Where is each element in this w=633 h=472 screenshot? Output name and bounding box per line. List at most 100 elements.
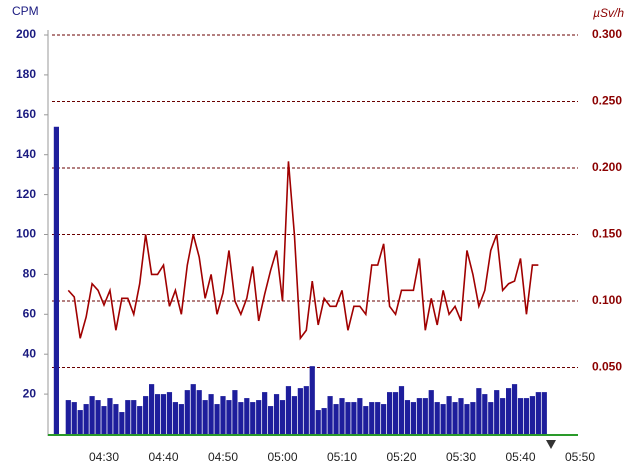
bar (506, 388, 512, 434)
bar (357, 398, 363, 434)
y-tick-label: 80 (23, 267, 37, 281)
x-tick-label: 05:40 (505, 450, 535, 464)
bar (166, 392, 173, 434)
bar (494, 390, 500, 434)
bar (178, 404, 184, 434)
bar (333, 404, 339, 434)
y-tick-label: 20 (23, 386, 37, 400)
bar (434, 402, 440, 434)
bar (541, 392, 547, 434)
bar (446, 396, 452, 434)
bar (125, 400, 131, 434)
bar (149, 384, 155, 434)
bar (511, 384, 518, 434)
bar (476, 388, 482, 434)
bar (214, 404, 220, 434)
bar (464, 404, 470, 434)
bar (208, 394, 214, 434)
y-tick-label: 120 (16, 187, 36, 201)
bar (375, 402, 381, 434)
bar (89, 396, 95, 434)
bar (470, 402, 476, 434)
y2-tick-label: 0.050 (592, 360, 622, 374)
bar (297, 388, 303, 434)
bar (131, 400, 137, 434)
bar (53, 126, 59, 435)
bar (458, 398, 464, 434)
bar (398, 386, 405, 434)
y-tick-label: 60 (23, 306, 37, 320)
y-tick-label: 40 (23, 346, 37, 360)
bar (428, 390, 434, 434)
bar (291, 396, 297, 434)
bar (190, 384, 196, 434)
bar (404, 400, 411, 434)
bar (500, 398, 506, 434)
bar (410, 402, 416, 434)
bar (226, 400, 232, 434)
bar (327, 396, 333, 434)
bar (143, 396, 149, 434)
x-tick-label: 04:40 (148, 450, 178, 464)
bar (65, 400, 71, 434)
y2-tick-label: 0.200 (592, 160, 622, 174)
bar (315, 410, 321, 434)
bar (113, 404, 119, 434)
bar (256, 400, 262, 434)
bar (71, 402, 77, 434)
y2-tick-label: 0.100 (592, 293, 622, 307)
bar (523, 398, 530, 434)
bar (119, 412, 125, 434)
y2-tick-label: 0.300 (592, 27, 622, 41)
bar (279, 400, 286, 434)
bar (172, 402, 178, 434)
bar (285, 386, 292, 434)
bar (345, 402, 351, 434)
y-axis-label: CPM (12, 4, 39, 18)
bar (535, 392, 541, 434)
bar (95, 400, 101, 434)
bar (137, 406, 143, 434)
bar (309, 366, 315, 434)
bar (303, 386, 309, 434)
bar (160, 394, 167, 434)
bar (202, 400, 208, 434)
bar (220, 396, 226, 434)
bar (154, 394, 161, 434)
bar (369, 402, 375, 434)
bar (268, 406, 274, 434)
x-tick-label: 05:20 (386, 450, 416, 464)
bar (363, 406, 369, 434)
y2-tick-label: 0.150 (592, 227, 622, 241)
bar (381, 404, 387, 434)
bar (273, 394, 280, 434)
y-tick-label: 180 (16, 67, 36, 81)
bar (232, 390, 238, 434)
bar (440, 404, 446, 434)
bar (101, 406, 107, 434)
x-tick-label: 04:30 (89, 450, 119, 464)
bar (244, 398, 250, 434)
y-tick-label: 140 (16, 147, 36, 161)
bar (392, 392, 399, 434)
x-tick-label: 05:10 (327, 450, 357, 464)
x-tick-label: 05:00 (267, 450, 297, 464)
bar (488, 402, 494, 434)
bar (416, 398, 422, 434)
bar (517, 398, 524, 434)
y-tick-label: 200 (16, 27, 36, 41)
bar (387, 392, 393, 434)
bar (321, 408, 327, 434)
bar (238, 402, 244, 434)
bar (422, 398, 428, 434)
bar (107, 398, 113, 434)
bar (529, 396, 535, 434)
line (67, 161, 539, 341)
bar (77, 410, 83, 434)
y-tick-label: 160 (16, 107, 36, 121)
x-tick-label: 04:50 (208, 450, 238, 464)
current-marker (546, 440, 556, 449)
bar (482, 394, 488, 434)
